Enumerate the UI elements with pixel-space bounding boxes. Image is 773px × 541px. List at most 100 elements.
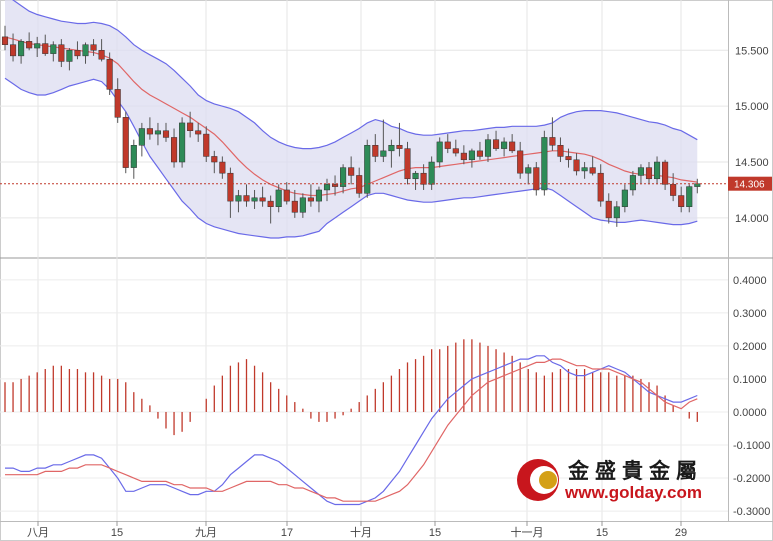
- candle: [154, 122, 161, 146]
- candle: [34, 36, 41, 57]
- candle-body: [82, 44, 89, 57]
- macd-tick-label: 0.4000: [733, 275, 767, 287]
- candle-body: [235, 195, 242, 202]
- candle: [525, 164, 532, 185]
- candle: [275, 184, 282, 213]
- candle: [444, 134, 451, 154]
- candle-body: [90, 44, 97, 51]
- candle: [541, 130, 548, 196]
- candle-body: [420, 172, 427, 185]
- candle: [74, 41, 81, 60]
- candle: [251, 189, 258, 209]
- candle: [211, 150, 218, 174]
- candle-body: [66, 50, 73, 62]
- candle-body: [211, 156, 218, 163]
- candle-body: [428, 161, 435, 185]
- candle-body: [114, 89, 121, 118]
- candle-body: [637, 167, 645, 176]
- candle-body: [589, 167, 596, 174]
- candle-body: [581, 167, 588, 172]
- logo-emblem-core: [539, 471, 557, 489]
- candle: [130, 139, 137, 179]
- candle-body: [203, 133, 210, 157]
- candle-body: [299, 197, 306, 213]
- candle: [509, 134, 516, 154]
- candle: [605, 193, 612, 224]
- candle-body: [26, 41, 33, 49]
- candle-body: [42, 43, 49, 54]
- candle-body: [605, 200, 612, 219]
- candle: [187, 111, 194, 138]
- macd-dif-line: [5, 355, 698, 506]
- candle-body: [307, 197, 314, 202]
- candle-body: [452, 148, 459, 154]
- macd-tick-label: 0.0000: [733, 407, 767, 419]
- candle: [348, 156, 355, 185]
- candle-body: [34, 43, 41, 49]
- candle-body: [18, 41, 25, 57]
- macd-tick-label: 0.2000: [733, 341, 767, 353]
- candle: [573, 153, 580, 176]
- candle: [549, 117, 556, 151]
- candle-body: [356, 175, 363, 194]
- candle-body: [227, 172, 234, 202]
- candle-body: [138, 128, 145, 146]
- candle-body: [243, 195, 250, 202]
- candle: [146, 117, 153, 140]
- candle: [18, 39, 25, 64]
- candle: [259, 186, 266, 207]
- candle-body: [525, 167, 532, 174]
- candle: [452, 139, 459, 157]
- x-tick-label: 15: [111, 527, 123, 539]
- candle-body: [154, 130, 161, 135]
- candle: [227, 167, 234, 218]
- candle: [621, 184, 628, 213]
- candle: [356, 167, 363, 198]
- macd-dea-line: [5, 358, 698, 502]
- price-tick-label: 15.500: [735, 45, 769, 57]
- candle-body: [219, 161, 226, 174]
- candle: [484, 134, 492, 163]
- candle: [42, 34, 49, 56]
- candle-body: [283, 189, 290, 202]
- candle: [315, 186, 322, 213]
- candle-body: [484, 139, 492, 157]
- candle-body: [74, 50, 81, 57]
- candle-body: [171, 137, 178, 163]
- candle-body: [122, 117, 129, 168]
- axes: 15.500 15.000 14.500 14.000 0.4000 0.3000 0.20…: [27, 45, 770, 539]
- macd-lines: [5, 355, 698, 506]
- candle-body: [629, 175, 636, 191]
- candle-body: [541, 137, 548, 191]
- candle: [565, 148, 572, 168]
- current-price-tag: 14.306: [728, 176, 772, 191]
- candle-body: [58, 44, 65, 62]
- candle-body: [662, 161, 669, 185]
- candle-body: [162, 130, 170, 138]
- candle: [501, 137, 508, 157]
- candle: [460, 145, 467, 165]
- candle: [90, 39, 97, 56]
- candle: [219, 156, 226, 179]
- candle-body: [501, 141, 508, 149]
- candle-body: [388, 145, 395, 152]
- candle: [195, 122, 202, 142]
- candlesticks: [1, 25, 701, 227]
- candle: [428, 156, 435, 190]
- logo-url: www.golday.com: [564, 483, 702, 502]
- candle: [645, 162, 653, 185]
- candle: [82, 42, 89, 64]
- candle-body: [364, 145, 371, 194]
- candle-body: [315, 189, 322, 202]
- candle: [388, 139, 395, 168]
- candle: [637, 164, 645, 185]
- candle-body: [179, 122, 186, 163]
- candle: [66, 48, 73, 71]
- candle-body: [670, 184, 677, 196]
- x-tick-label: 九月: [195, 526, 217, 539]
- candle-body: [517, 150, 524, 174]
- candle-body: [557, 145, 564, 157]
- macd-tick-label: -0.3000: [733, 506, 770, 518]
- logo-name-cn: 金盛貴金屬: [567, 459, 703, 483]
